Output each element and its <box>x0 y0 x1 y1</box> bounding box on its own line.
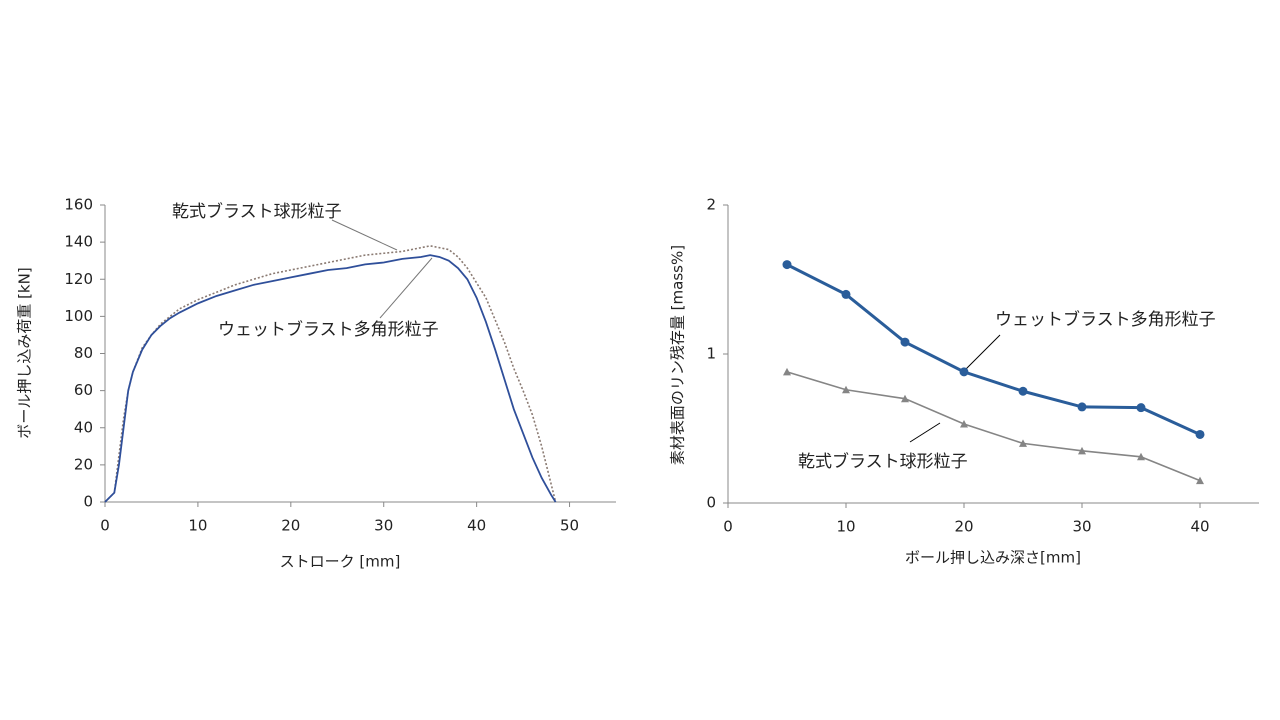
point <box>842 385 850 394</box>
y-tick-label: 40 <box>74 418 93 436</box>
leader-line <box>964 334 1001 371</box>
x-tick-label: 30 <box>374 517 393 535</box>
point <box>1018 386 1028 396</box>
x-tick-label: 40 <box>1190 518 1209 536</box>
point <box>1195 429 1205 439</box>
series-line <box>786 371 1201 482</box>
point <box>959 367 969 377</box>
y-tick-label: 140 <box>64 233 93 251</box>
y-tick-label: 80 <box>74 344 93 362</box>
point <box>1019 439 1027 447</box>
annotation: 乾式ブラスト球形粒子 <box>172 201 342 222</box>
point <box>960 420 968 428</box>
y-tick-label: 160 <box>64 196 93 214</box>
x-tick-label: 10 <box>188 517 207 535</box>
annotation: 乾式ブラスト球形粒子 <box>798 451 968 472</box>
x-tick-label: 20 <box>281 517 300 535</box>
y-tick-label: 0 <box>83 493 93 511</box>
x-axis-label: ストローク [mm] <box>280 553 401 571</box>
y-tick-label: 2 <box>706 196 716 214</box>
y-tick-label: 0 <box>706 494 716 512</box>
annotation: ウェットブラスト多角形粒子 <box>995 309 1216 330</box>
x-tick-label: 10 <box>836 518 855 536</box>
point <box>1196 476 1204 485</box>
y-tick-label: 1 <box>706 345 716 363</box>
leader-line <box>379 257 433 319</box>
y-axis-label: 素材表面のリン残存量 [mass%] <box>669 245 687 465</box>
point <box>1137 452 1145 461</box>
x-tick-label: 40 <box>467 517 486 535</box>
point <box>901 394 909 403</box>
point <box>900 337 910 347</box>
x-tick-label: 30 <box>1072 518 1091 536</box>
leader-line <box>331 219 398 251</box>
y-tick-label: 120 <box>64 270 93 288</box>
x-tick-label: 50 <box>560 517 579 535</box>
y-tick-label: 100 <box>64 307 93 325</box>
x-axis-label: ボール押し込み深さ[mm] <box>905 549 1081 567</box>
y-tick-label: 60 <box>74 381 93 399</box>
annotation: ウェットブラスト多角形粒子 <box>218 319 439 340</box>
point <box>1136 403 1146 413</box>
point <box>1078 446 1086 455</box>
point <box>782 260 792 270</box>
series-line <box>786 263 1201 436</box>
series-line <box>104 245 557 503</box>
y-tick-label: 20 <box>74 455 93 473</box>
series-line <box>104 254 557 503</box>
point <box>841 289 851 299</box>
y-axis-label: ボール押し込み荷重 [kN] <box>16 267 34 438</box>
point <box>1077 402 1087 412</box>
x-tick-label: 20 <box>954 518 973 536</box>
point <box>783 367 791 376</box>
x-tick-label: 0 <box>723 518 733 536</box>
x-tick-label: 0 <box>100 517 110 535</box>
leader-line <box>909 422 941 443</box>
